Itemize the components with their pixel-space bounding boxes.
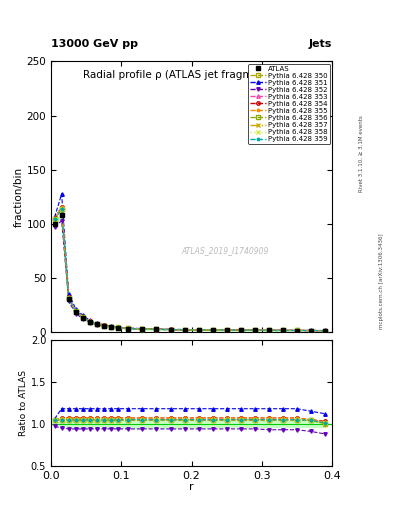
Text: Radial profile ρ (ATLAS jet fragmentation): Radial profile ρ (ATLAS jet fragmentatio… xyxy=(83,70,300,79)
X-axis label: r: r xyxy=(189,482,194,492)
Y-axis label: fraction/bin: fraction/bin xyxy=(14,166,24,227)
Text: mcplots.cern.ch [arXiv:1306.3436]: mcplots.cern.ch [arXiv:1306.3436] xyxy=(379,234,384,329)
Text: Jets: Jets xyxy=(309,38,332,49)
Y-axis label: Ratio to ATLAS: Ratio to ATLAS xyxy=(19,370,28,436)
Legend: ATLAS, Pythia 6.428 350, Pythia 6.428 351, Pythia 6.428 352, Pythia 6.428 353, P: ATLAS, Pythia 6.428 350, Pythia 6.428 35… xyxy=(248,63,330,144)
Text: 13000 GeV pp: 13000 GeV pp xyxy=(51,38,138,49)
Text: ATLAS_2019_I1740909: ATLAS_2019_I1740909 xyxy=(182,246,269,255)
Text: Rivet 3.1.10, ≥ 3.1M events: Rivet 3.1.10, ≥ 3.1M events xyxy=(359,115,364,192)
